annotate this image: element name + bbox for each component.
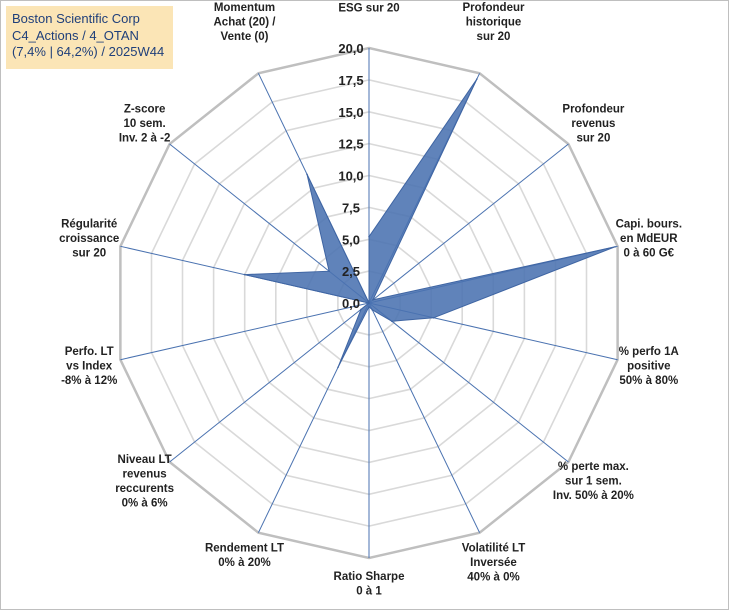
tick-label-7: 17,5 xyxy=(338,73,363,88)
axis-label-line: 0% à 6% xyxy=(122,497,168,509)
axis-label-line: Niveau LT xyxy=(118,454,172,466)
axis-label-13: Momentum Achat (20) / Vente (0) xyxy=(214,2,277,43)
axis-label-line: sur 20 xyxy=(72,247,106,259)
axis-label-5: % perte max. sur 1 sem. Inv. 50% à 20% xyxy=(553,461,634,502)
axis-label-line: Momentum xyxy=(214,2,275,14)
data-point-13 xyxy=(306,173,308,176)
data-point-1 xyxy=(476,78,478,80)
data-point-12 xyxy=(328,270,330,273)
axis-label-7: Ratio Sharpe 0 à 1 xyxy=(334,571,405,598)
axis-label-line: Achat (20) / xyxy=(214,16,277,28)
data-point-4 xyxy=(432,317,435,319)
data-point-6 xyxy=(371,309,374,311)
axis-label-line: ESG sur 20 xyxy=(338,3,399,15)
axis-label-4: % perfo 1A positive 50% à 80% xyxy=(619,346,679,387)
radar-tick-labels: 0,0 2,5 5,0 7,5 10,0 12,5 15,0 17,5 20,0 xyxy=(338,41,363,311)
axis-label-line: en MdEUR xyxy=(620,233,678,245)
tick-label-5: 12,5 xyxy=(338,137,363,152)
axis-label-line: sur 1 sem. xyxy=(565,476,622,488)
axis-label-line: Inv. 50% à 20% xyxy=(553,490,634,502)
axis-label-line: 50% à 80% xyxy=(619,375,678,387)
axis-label-2: Profondeur revenus sur 20 xyxy=(562,103,624,144)
axis-label-line: 40% à 0% xyxy=(467,572,519,584)
data-point-11 xyxy=(243,273,246,276)
axis-spoke-6 xyxy=(368,302,481,533)
axis-label-line: revenus xyxy=(123,468,167,480)
axis-label-line: Régularité xyxy=(61,218,117,230)
title-line-stats: (7,4% | 64,2%) / 2025W44 xyxy=(12,44,165,59)
tick-label-6: 15,0 xyxy=(338,105,363,120)
axis-label-line: Z-score xyxy=(124,103,166,115)
axis-label-line: Inversée xyxy=(470,557,517,569)
data-point-9 xyxy=(360,308,362,311)
axis-label-line: Rendement LT xyxy=(205,543,284,555)
axis-label-line: Profondeur xyxy=(562,103,624,115)
axis-spoke-2 xyxy=(368,143,569,304)
axis-spoke-10 xyxy=(120,302,370,361)
chart-title-box: Boston Scientific Corp C4_Actions / 4_OT… xyxy=(6,6,173,69)
radar-series xyxy=(243,78,616,369)
radar-axis-labels: NoteESG sur 20 Profondeur historique sur 20… xyxy=(59,0,682,598)
title-line-category: C4_Actions / 4_OTAN xyxy=(12,27,139,43)
axis-label-line: Volatilité LT xyxy=(462,543,525,555)
axis-label-line: 0 à 1 xyxy=(356,586,382,598)
axis-label-8: Rendement LT 0% à 20% xyxy=(205,543,284,570)
axis-label-9: Niveau LT revenus reccurents 0% à 6% xyxy=(115,454,174,510)
data-point-14 xyxy=(368,302,370,304)
axis-spoke-5 xyxy=(368,302,569,463)
axis-label-6: Volatilité LT Inversée 40% à 0% xyxy=(462,543,525,584)
axis-label-line: Capi. bours. xyxy=(616,218,682,230)
axis-label-line: 0 à 60 G€ xyxy=(624,247,675,259)
axis-label-10: Perfo. LT vs Index -8% à 12% xyxy=(61,346,117,387)
axis-label-1: Profondeur historique sur 20 xyxy=(463,2,525,43)
axis-label-line: -8% à 12% xyxy=(61,375,117,387)
axis-label-line: 0% à 20% xyxy=(218,557,270,569)
axis-label-line: historique xyxy=(466,16,522,28)
tick-label-1: 2,5 xyxy=(342,264,360,279)
axis-label-0: NoteESG sur 20 xyxy=(338,0,399,15)
axis-label-line: reccurents xyxy=(115,483,174,495)
data-point-2 xyxy=(372,299,374,301)
data-point-3 xyxy=(614,246,616,248)
axis-label-line: Profondeur xyxy=(463,2,525,14)
axis-label-line: sur 20 xyxy=(477,31,511,43)
tick-label-2: 5,0 xyxy=(342,232,360,247)
axis-label-line: Ratio Sharpe xyxy=(334,571,405,583)
axis-label-3: Capi. bours. en MdEUR 0 à 60 G€ xyxy=(616,218,682,259)
axis-label-12: Z-score 10 sem. Inv. 2 à -2 xyxy=(119,103,171,144)
axis-label-line: Perfo. LT xyxy=(65,346,114,358)
tick-label-4: 10,0 xyxy=(338,169,363,184)
data-point-0 xyxy=(368,235,370,238)
axis-label-11: Régularité croissance sur 20 xyxy=(59,218,119,259)
axis-label-line: % perfo 1A xyxy=(619,346,679,358)
data-point-8 xyxy=(337,366,339,369)
axis-spoke-9 xyxy=(169,302,370,463)
tick-label-8: 20,0 xyxy=(338,41,363,56)
tick-label-0: 0,0 xyxy=(342,296,360,311)
axis-label-line: croissance xyxy=(59,233,119,245)
tick-label-3: 7,5 xyxy=(342,200,360,215)
axis-label-line: Inv. 2 à -2 xyxy=(119,132,171,144)
data-point-7 xyxy=(368,306,370,308)
axis-label-line: 10 sem. xyxy=(123,118,165,130)
axis-label-line: vs Index xyxy=(66,361,113,373)
title-line-company: Boston Scientific Corp xyxy=(12,11,140,26)
axis-label-line: positive xyxy=(627,361,670,373)
axis-label-line: revenus xyxy=(571,118,615,130)
axis-label-line: Vente (0) xyxy=(221,31,269,43)
series-area-0 xyxy=(244,78,616,368)
axis-label-line: sur 20 xyxy=(576,132,610,144)
data-point-5 xyxy=(391,320,393,323)
axis-label-line: % perte max. xyxy=(558,461,629,473)
